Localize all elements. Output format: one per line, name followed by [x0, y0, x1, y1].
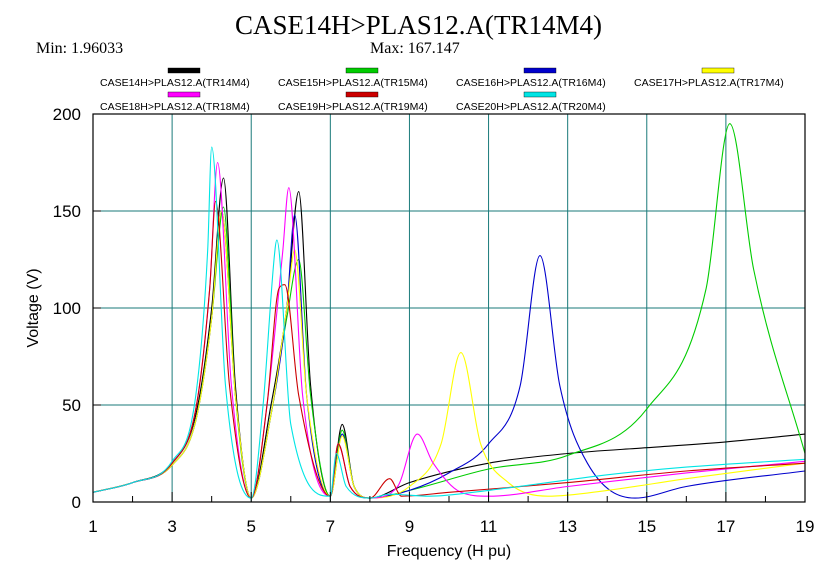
x-axis-ticks: 1 3 5 7 9 11 13 15 17 19 — [88, 492, 814, 536]
legend-swatch — [167, 91, 201, 98]
chart-title: CASE14H>PLAS12.A(TR14M4) — [234, 10, 602, 40]
x-tick-label: 13 — [558, 517, 577, 536]
legend-swatch — [345, 91, 379, 98]
legend-entry-label: CASE20H>PLAS12.A(TR20M4) — [456, 101, 606, 113]
min-readout: Min: 1.96033 — [36, 40, 124, 57]
max-readout: Max: 167.147 — [370, 40, 460, 57]
legend-entry-label: CASE19H>PLAS12.A(TR19M4) — [278, 101, 428, 113]
x-tick-label: 7 — [326, 517, 335, 536]
legend-entry-label: CASE18H>PLAS12.A(TR18M4) — [100, 101, 250, 113]
legend-entry-label: CASE15H>PLAS12.A(TR15M4) — [278, 77, 428, 89]
legend-swatch — [167, 67, 201, 74]
y-axis-label: Voltage (V) — [25, 268, 42, 347]
series-line-4 — [92, 210, 806, 499]
x-tick-label: 9 — [405, 517, 414, 536]
legend-entry-label: CASE14H>PLAS12.A(TR14M4) — [100, 77, 250, 89]
x-tick-label: 3 — [167, 517, 176, 536]
y-axis-ticks: 0 50 100 150 200 — [53, 105, 101, 512]
x-tick-label: 1 — [88, 517, 97, 536]
legend-swatch — [701, 67, 735, 74]
legend-entry-label: CASE17H>PLAS12.A(TR17M4) — [634, 77, 784, 89]
y-tick-label: 0 — [72, 493, 81, 512]
legend-swatch — [523, 91, 557, 98]
x-tick-label: 5 — [246, 517, 255, 536]
y-tick-label: 50 — [62, 396, 81, 415]
series-line-5 — [92, 161, 806, 499]
series-line-7 — [92, 146, 806, 499]
y-tick-label: 150 — [53, 202, 81, 221]
x-axis-label: Frequency (H pu) — [387, 543, 512, 560]
x-tick-label: 11 — [480, 517, 498, 536]
legend-swatch — [345, 67, 379, 74]
y-tick-label: 200 — [53, 105, 81, 124]
series-line-3 — [92, 210, 806, 499]
series-layer — [92, 123, 806, 499]
legend-swatch — [523, 67, 557, 74]
series-line-1 — [92, 177, 806, 499]
x-tick-label: 17 — [716, 517, 735, 536]
legend-entry-label: CASE16H>PLAS12.A(TR16M4) — [456, 77, 606, 89]
y-tick-label: 100 — [53, 299, 81, 318]
x-tick-label: 19 — [796, 517, 815, 536]
legend: CASE14H>PLAS12.A(TR14M4) CASE15H>PLAS12.A… — [100, 67, 784, 113]
series-line-2 — [92, 123, 806, 499]
x-tick-label: 15 — [637, 517, 656, 536]
series-line-6 — [92, 200, 806, 499]
